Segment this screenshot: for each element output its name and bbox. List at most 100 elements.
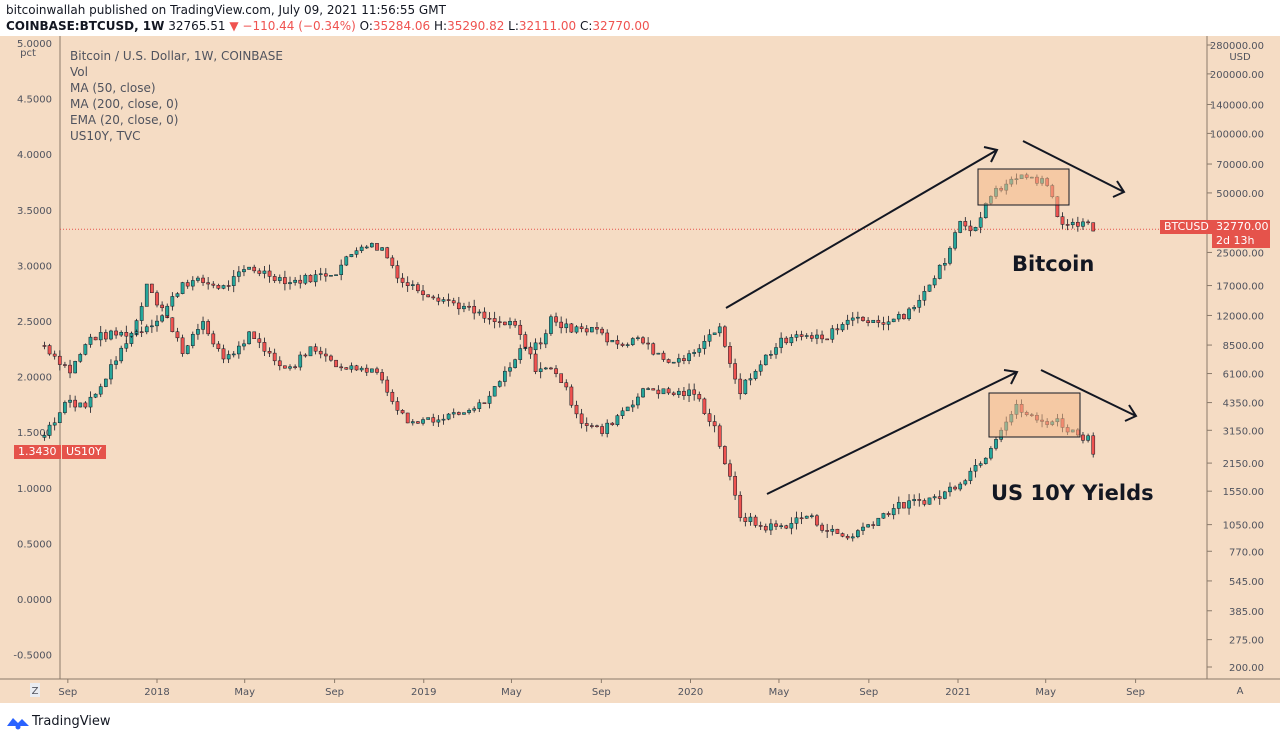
btcusd-candle-body <box>579 326 584 329</box>
chart-area[interactable]: 5.0000 4.5000 4.0000 3.5000 3.0000 2.5000 2.00… <box>0 36 1280 703</box>
left-axis-unit: pct <box>20 48 36 59</box>
us10y-candle-body <box>283 277 287 285</box>
us10y-candle-body <box>175 293 180 297</box>
close-value: 32770.00 <box>592 19 650 33</box>
us10y-candle-body <box>129 332 134 337</box>
btcusd-candle-body <box>646 342 650 345</box>
time-tick-label: May <box>769 687 790 698</box>
us10y-candle-body <box>119 332 124 336</box>
btcusd-candle-body <box>549 316 553 334</box>
us10y-candle-body <box>559 373 564 383</box>
btcusd-candle-body <box>543 333 548 345</box>
btcusd-candle-body <box>1081 221 1085 227</box>
us10y-candle-body <box>712 421 717 427</box>
left-tick-label: 1.0000 <box>17 484 52 495</box>
btcusd-candle-body <box>88 396 93 408</box>
right-axis-ticks: 280000.00 200000.00 140000.00 100000.00 7000… <box>1207 41 1264 674</box>
time-tick-label: May <box>501 687 522 698</box>
btcusd-candle-body <box>405 412 410 424</box>
us10y-candle-body <box>216 285 221 289</box>
us10y-candle-body <box>98 332 103 341</box>
btcusd-candle-body <box>431 417 436 423</box>
us10y-candle-body <box>907 500 911 509</box>
us10y-candle-body <box>272 276 277 281</box>
us10y-candle-body <box>497 321 502 323</box>
high-label: H: <box>434 19 448 33</box>
btcusd-candle-body <box>799 334 804 337</box>
btcusd-candle-body <box>595 327 599 330</box>
btcusd-candle-body <box>1060 216 1065 225</box>
tradingview-brand[interactable]: TradingView <box>32 714 111 729</box>
btcusd-candle-body <box>349 365 354 370</box>
btcusd-candle-body <box>687 353 691 361</box>
legend-ma50: MA (50, close) <box>70 81 156 95</box>
btcusd-candle-body <box>283 365 287 369</box>
yield-down-arrow <box>1040 369 1137 417</box>
publisher-line: bitcoinwallah published on TradingView.c… <box>6 3 446 17</box>
btcusd-candle-body <box>380 372 384 381</box>
us10y-candle-body <box>569 386 574 406</box>
chart-header: bitcoinwallah published on TradingView.c… <box>0 0 1280 36</box>
btc-down-arrow <box>1022 140 1125 193</box>
btcusd-candle-body <box>738 378 743 395</box>
btcusd-candle-body <box>641 337 645 344</box>
btcusd-candle-body <box>707 334 712 342</box>
us10y-candle-body <box>400 277 405 283</box>
us10y-candle-body <box>932 496 937 499</box>
left-tick-label: 0.0000 <box>17 595 52 606</box>
btcusd-candle-body <box>462 412 466 415</box>
us10y-candle-body <box>221 285 226 289</box>
time-tick-label: 2020 <box>678 687 703 698</box>
time-tick-label: Sep <box>592 687 611 698</box>
us10y-candle-body <box>728 463 732 477</box>
legend-title: Bitcoin / U.S. Dollar, 1W, COINBASE <box>70 49 283 63</box>
us10y-candle-body <box>267 270 272 277</box>
zoom-toggle-icon[interactable]: Z <box>32 686 39 697</box>
low-value: 32111.00 <box>518 19 577 33</box>
btcusd-candle-body <box>589 327 594 333</box>
us10y-candle-body <box>114 330 118 336</box>
right-tick-label: 200.00 <box>1229 663 1264 674</box>
us10y-candle-body <box>482 311 487 319</box>
time-tick-label: Sep <box>859 687 878 698</box>
btcusd-candle-body <box>743 379 748 395</box>
us10y-candle-body <box>436 297 441 302</box>
us10y-candle-body <box>83 344 88 355</box>
btcusd-candle-body <box>119 347 124 362</box>
us10y-candle-body <box>625 406 630 412</box>
zoom-toggle-button[interactable] <box>30 683 40 697</box>
us10y-candle-body <box>231 276 236 286</box>
us10y-candle-body <box>564 382 569 388</box>
time-tick-label: May <box>234 687 255 698</box>
us10y-candle-body <box>641 388 645 398</box>
btcusd-candle-body <box>477 402 482 409</box>
us10y-candle-body <box>845 535 850 539</box>
us10y-candle-body <box>871 524 876 526</box>
auto-scale-icon[interactable]: A <box>1237 686 1244 697</box>
btcusd-candle-body <box>942 263 947 266</box>
btc-up-arrowhead-icon <box>983 146 999 163</box>
btcusd-candle-body <box>835 328 840 331</box>
time-tick-label: 2018 <box>144 687 169 698</box>
btcusd-candle-body <box>625 344 630 346</box>
us10y-candle-body <box>610 422 615 426</box>
btcusd-candle-body <box>723 326 727 347</box>
us10y-candle-body <box>682 390 686 396</box>
btcusd-candle-body <box>948 247 952 264</box>
high-value: 35290.82 <box>447 19 505 33</box>
chart-canvas[interactable]: 5.0000 4.5000 4.0000 3.5000 3.0000 2.5000 2.00… <box>0 36 1280 703</box>
btcusd-candle-body <box>416 421 420 424</box>
us10y-candle-body <box>462 305 466 310</box>
btcusd-candle-body <box>891 318 896 323</box>
us10y-candle-body <box>237 271 241 277</box>
tradingview-logo-icon[interactable] <box>6 714 30 730</box>
us10y-candle-body <box>584 423 589 426</box>
btcusd-candle-body <box>1091 222 1096 232</box>
yield-down-arrowhead-icon <box>1124 404 1138 422</box>
us10y-candle-body <box>753 516 758 526</box>
legend-vol: Vol <box>70 65 88 79</box>
us10y-candle-body <box>856 530 860 538</box>
right-tick-label: 12000.00 <box>1216 311 1264 322</box>
btcusd-candle-body <box>733 363 737 380</box>
us10y-candle-body <box>973 465 978 472</box>
